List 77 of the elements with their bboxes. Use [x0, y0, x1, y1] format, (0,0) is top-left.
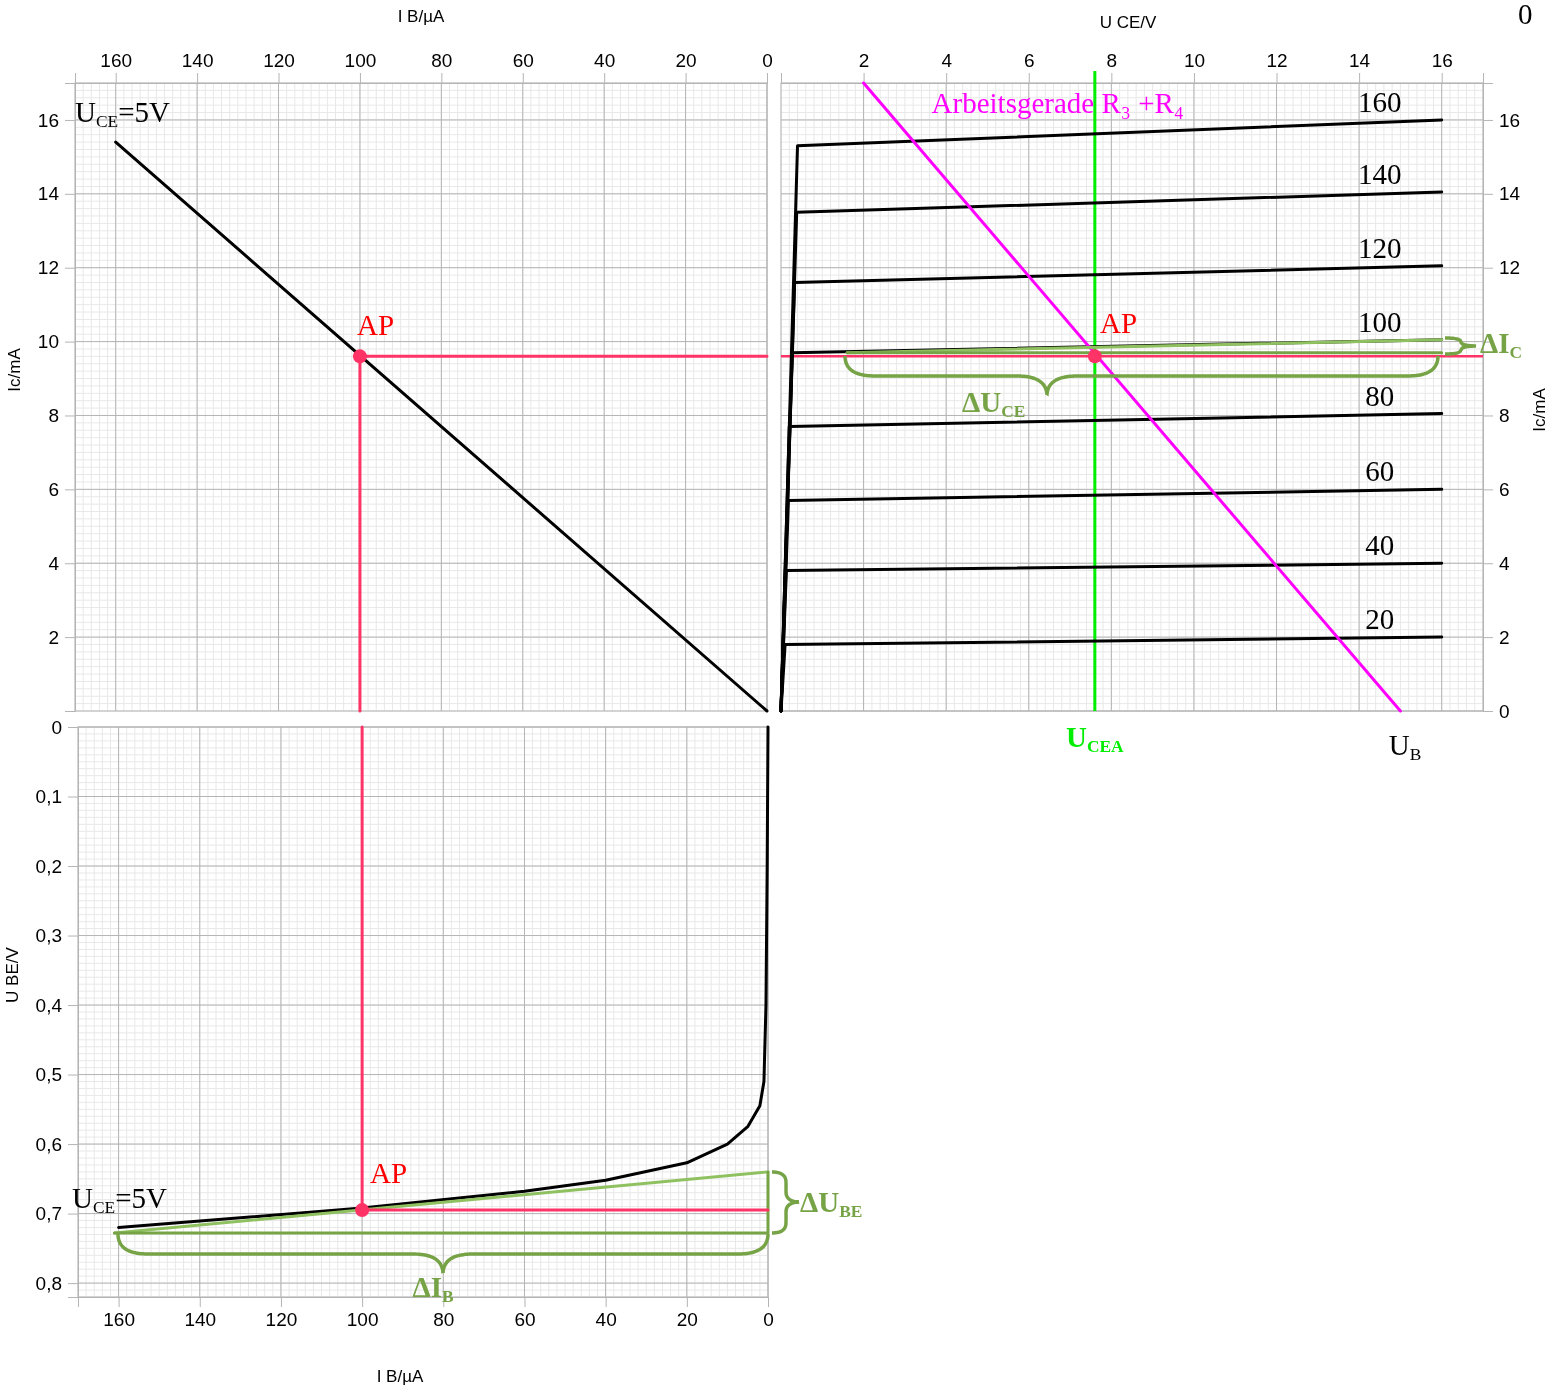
x-tick-label: 140 [184, 1309, 217, 1331]
y-tick-label: 12 [1499, 257, 1521, 279]
y-tick-label: 0,2 [35, 855, 62, 877]
y-tick-label: 4 [48, 552, 60, 574]
x-tick-label: 40 [595, 1309, 617, 1331]
series-label: 60 [1365, 455, 1395, 488]
series-label: 160 [1357, 85, 1402, 118]
x-tick-label: 2 [858, 50, 870, 71]
y-tick-label: 16 [1499, 109, 1521, 131]
y-tick-label: 6 [48, 478, 59, 500]
x-tick-label: 80 [431, 50, 453, 71]
y-tick-label: 0,6 [35, 1133, 62, 1155]
series-label: Arbeitsgerade R₃ +R₄ [931, 87, 1184, 119]
x-tick-label: 4 [941, 50, 953, 71]
x-tick-label: 0 [763, 1309, 774, 1331]
x-tick-label: 20 [676, 1309, 698, 1331]
annotation: AP [1100, 307, 1138, 339]
ref-line-label: U$_{CEA}$ [1066, 721, 1125, 757]
y-tick-label: 8 [1499, 405, 1510, 427]
x-tick-label: 16 [1431, 50, 1453, 71]
y-tick-label: 0,5 [35, 1064, 62, 1086]
x-tick-label: 140 [181, 50, 214, 71]
x-tick-label: 160 [100, 50, 133, 71]
x-tick-label: 100 [344, 50, 377, 71]
y-tick-label: 14 [37, 183, 60, 205]
series-label: 120 [1357, 231, 1402, 264]
series-label: 40 [1365, 529, 1395, 562]
y-tick-label: 0,4 [35, 994, 63, 1016]
x-tick-label: 80 [433, 1309, 455, 1331]
x-tick-label: 120 [263, 50, 295, 71]
x-tick-label: 10 [1183, 50, 1206, 71]
x-tick-label: 60 [514, 1309, 536, 1331]
x-tick-label: 0 [762, 50, 773, 71]
y-tick-label: 0 [1499, 700, 1510, 722]
y-tick-label: 14 [1499, 183, 1521, 205]
y-axis-title: Ic/mA [5, 347, 24, 392]
series-label: 140 [1357, 157, 1402, 190]
x-axis-title: I B/µA [397, 7, 445, 26]
x-tick-label: 40 [594, 50, 616, 71]
x-axis-title: I B/µA [376, 1367, 424, 1386]
annotation: U$_{CE}$=5V [75, 96, 171, 132]
annotation: ΔU$_{CE}$ [962, 386, 1026, 422]
y-tick-label: 10 [37, 331, 59, 353]
y-tick-label: 2 [1499, 626, 1510, 648]
x-tick-label: 12 [1266, 50, 1288, 71]
x-tick-label: 20 [675, 50, 697, 71]
x-tick-label: 6 [1023, 50, 1035, 71]
x-axis-title: U CE/V [1099, 13, 1157, 32]
y-axis-title: Ic/mA [1530, 387, 1549, 432]
y-tick-label: 8 [48, 405, 59, 427]
series-label: 100 [1357, 305, 1402, 338]
y-tick-label: 16 [37, 109, 59, 131]
y-tick-label: 12 [37, 257, 59, 279]
y-tick-label: 0,3 [35, 925, 62, 947]
annotation: AP [370, 1157, 408, 1189]
series-label: 80 [1365, 379, 1395, 412]
text: U$_{B}$ [1388, 729, 1422, 765]
x-tick-label: 60 [512, 50, 534, 71]
y-tick-label: 0 [51, 716, 62, 738]
y-tick-label: 0,8 [35, 1272, 62, 1294]
x-tick-label: 14 [1349, 50, 1371, 71]
x-tick-label: 100 [346, 1309, 379, 1331]
y-tick-label: 0,1 [35, 786, 62, 808]
y-tick-label: 0,7 [35, 1203, 62, 1225]
series-label: 20 [1365, 603, 1395, 636]
annotation: ΔI$_{C}$ [1480, 327, 1523, 363]
y-tick-label: 2 [48, 626, 59, 648]
y-tick-label: 4 [1499, 552, 1510, 574]
annotation: U$_{CE}$=5V [72, 1182, 168, 1218]
annotation: ΔI$_{B}$ [412, 1271, 454, 1307]
y-axis-title: U BE/V [3, 946, 22, 1003]
x-tick-label: 8 [1106, 50, 1118, 71]
y-tick-label: 6 [1499, 478, 1510, 500]
x-tick-label: 120 [265, 1309, 298, 1331]
x-tick-label: 160 [103, 1309, 135, 1331]
annotation: AP [357, 309, 395, 341]
text: ΔU$_{BE}$ [800, 1186, 863, 1222]
